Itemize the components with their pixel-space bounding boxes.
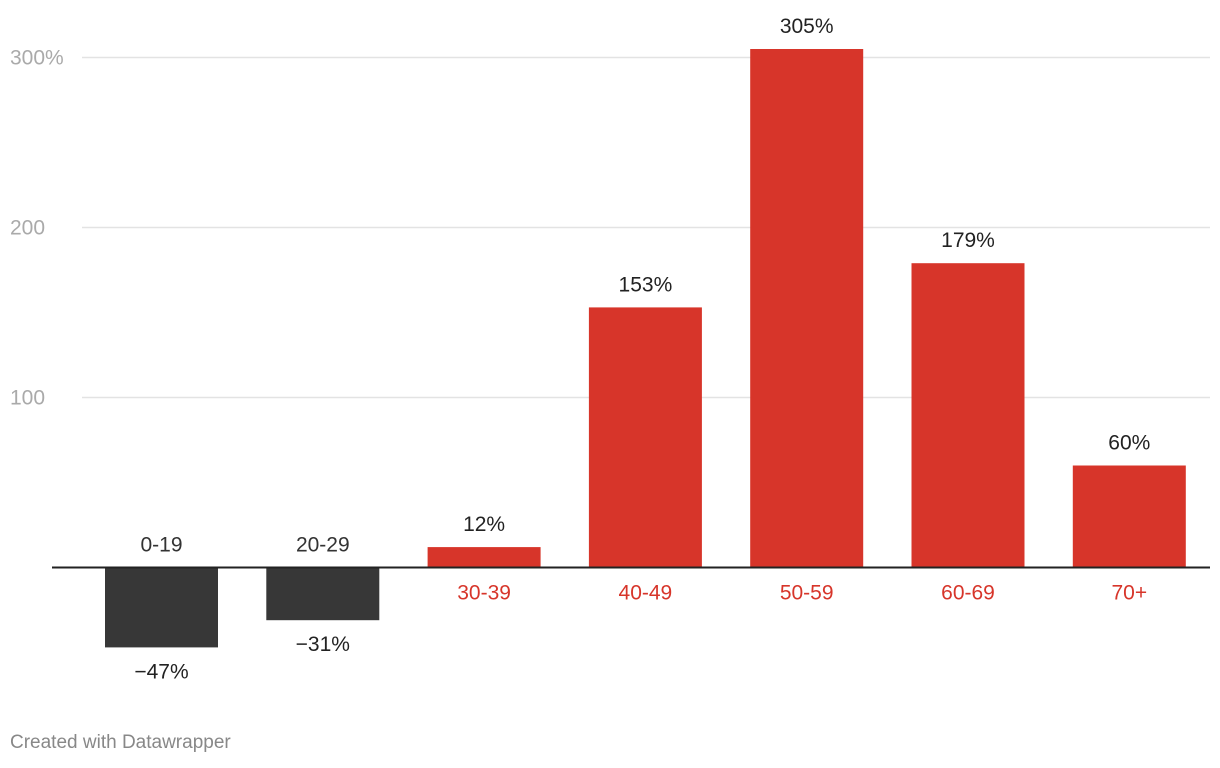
x-tick-label: 0-19 bbox=[140, 534, 182, 557]
bar bbox=[911, 263, 1025, 568]
data-label: 60% bbox=[1108, 432, 1150, 455]
x-tick-label: 40-49 bbox=[619, 582, 673, 605]
bar bbox=[588, 307, 702, 568]
data-label: −47% bbox=[134, 660, 188, 683]
bar bbox=[266, 567, 380, 621]
data-label: 305% bbox=[780, 15, 834, 38]
credit-text: Created with Datawrapper bbox=[10, 732, 231, 753]
bar bbox=[427, 547, 541, 568]
bar bbox=[750, 49, 864, 568]
x-tick-label: 70+ bbox=[1111, 582, 1147, 605]
y-tick-label: 200 bbox=[10, 217, 45, 240]
x-tick-label: 60-69 bbox=[941, 582, 995, 605]
data-label: 12% bbox=[463, 513, 505, 536]
data-label: 153% bbox=[619, 273, 673, 296]
bar bbox=[1072, 465, 1186, 568]
y-tick-label: 300% bbox=[10, 47, 64, 70]
x-tick-label: 30-39 bbox=[457, 582, 511, 605]
x-tick-label: 50-59 bbox=[780, 582, 834, 605]
data-label: 179% bbox=[941, 229, 995, 252]
y-tick-label: 100 bbox=[10, 387, 45, 410]
bar bbox=[105, 567, 218, 648]
data-label: −31% bbox=[296, 633, 350, 656]
x-tick-label: 20-29 bbox=[296, 534, 350, 557]
